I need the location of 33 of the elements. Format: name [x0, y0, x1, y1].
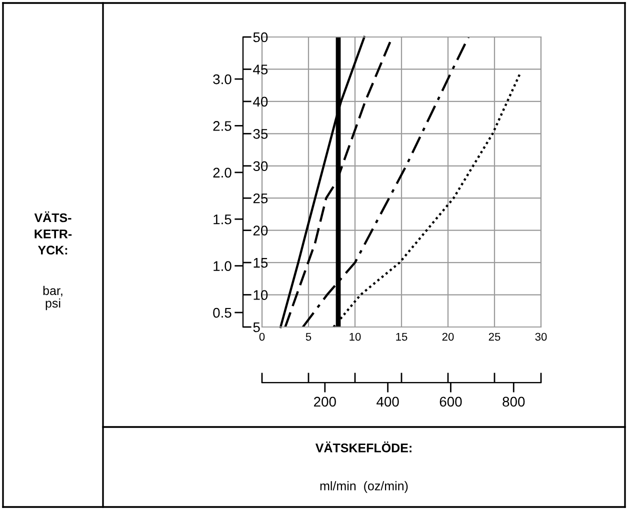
x-tick-label: 15 [396, 332, 408, 341]
y-tick-label: 25 [253, 193, 268, 204]
y2-tick-label: 3.0 [213, 74, 232, 84]
text: ml/min (oz/min) [320, 481, 408, 493]
x-axis-title: VÄTSKEFLÖDE: [315, 442, 412, 452]
text: bar, psi [43, 286, 62, 310]
y2-tick-label: 1.0 [214, 261, 232, 271]
line-series [302, 36, 470, 328]
x-tick-label: 25 [488, 332, 500, 341]
y-tick-label: 30 [253, 161, 268, 172]
text: VÄTS- KETR- YCK: [34, 211, 72, 255]
line-series [279, 36, 366, 328]
y-tick-label: 35 [253, 129, 268, 139]
y2-tick-label: 0.5 [213, 308, 232, 318]
x-tick-label: 0 [259, 332, 265, 341]
x2-tick-label: 800 [502, 396, 525, 407]
x-tick-label: 20 [442, 332, 454, 341]
y-tick-label: 50 [253, 32, 268, 42]
y-tick-label: 5 [253, 322, 260, 332]
y-tick-label: 45 [253, 64, 268, 74]
y-tick-label: 15 [254, 258, 268, 268]
y2-tick-label: 2.5 [213, 121, 232, 131]
x2-tick-label: 200 [314, 396, 336, 407]
y-tick-label: 20 [253, 226, 268, 236]
y2-tick-label: 2.0 [213, 168, 232, 178]
y-tick-label: 40 [253, 96, 268, 107]
x2-tick-label: 400 [376, 396, 399, 407]
x-tick-label: 10 [350, 332, 361, 341]
x2-tick-label: 600 [440, 396, 462, 407]
y-tick-label: 10 [254, 290, 268, 300]
x-tick-label: 30 [535, 332, 547, 341]
x-tick-label: 5 [306, 332, 312, 341]
y2-tick-label: 1.5 [214, 214, 232, 224]
